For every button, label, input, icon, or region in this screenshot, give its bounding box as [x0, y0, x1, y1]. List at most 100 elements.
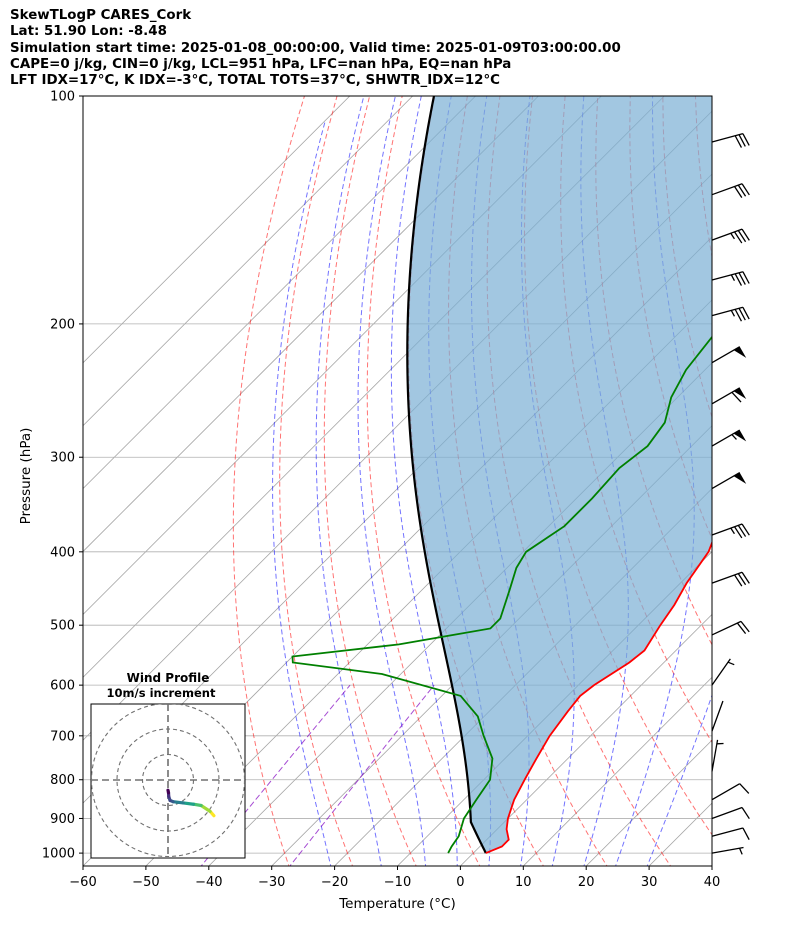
y-tick-label: 500 — [50, 619, 75, 634]
wind-barb — [711, 183, 750, 199]
barb-flag — [733, 472, 747, 484]
moist-adiabat — [646, 693, 712, 866]
y-tick-label: 100 — [50, 90, 75, 105]
barb-full — [738, 272, 746, 285]
wind-barb — [711, 271, 750, 286]
dry-adiabat — [279, 96, 354, 866]
barb-full — [734, 186, 743, 199]
time-line: Simulation start time: 2025-01-08_00:00:… — [10, 40, 621, 56]
barb-full — [741, 523, 750, 536]
x-tick-label: 40 — [704, 875, 721, 890]
cape-line: CAPE=0 j/kg, CIN=0 j/kg, LCL=951 hPa, LF… — [10, 56, 512, 72]
barb-flag — [733, 346, 747, 358]
wind-barb — [711, 387, 747, 405]
x-tick-label: −40 — [195, 875, 222, 890]
barb-staff — [711, 346, 741, 364]
mixing-ratio-line — [289, 684, 435, 866]
barb-full — [734, 309, 743, 322]
barb-full — [741, 807, 750, 820]
isotherm-line — [83, 96, 476, 490]
y-axis-label: Pressure (hPa) — [18, 428, 34, 525]
wind-barbs — [711, 133, 750, 855]
hodograph-segment — [171, 800, 185, 805]
x-tick-label: 10 — [515, 875, 532, 890]
barb-staff — [711, 429, 741, 447]
barb-full — [742, 827, 750, 841]
barb-staff — [711, 472, 741, 490]
barb-half — [730, 232, 735, 240]
barb-staff — [711, 806, 743, 820]
barb-full — [734, 273, 743, 286]
wind-barb — [711, 783, 750, 801]
barb-flag — [733, 430, 747, 442]
barb-staff — [711, 228, 743, 241]
hodograph-segment — [166, 788, 171, 795]
barb-staff — [711, 739, 719, 772]
barb-full — [737, 573, 747, 586]
x-tick-label: −30 — [258, 875, 285, 890]
barb-staff — [711, 271, 744, 281]
wind-barb — [711, 429, 747, 447]
cin-area — [407, 96, 712, 854]
y-tick-label: 800 — [50, 773, 75, 788]
x-tick-label: 20 — [578, 875, 595, 890]
wind-barb — [711, 739, 724, 772]
wind-barb — [711, 846, 744, 855]
barb-staff — [711, 620, 742, 636]
location-line: Lat: 51.90 Lon: -8.48 — [10, 24, 167, 40]
moist-adiabat — [357, 96, 427, 866]
x-tick-label: 0 — [456, 875, 464, 890]
wind-barb — [711, 523, 750, 539]
isotherm-line — [334, 488, 712, 866]
moist-adiabat — [272, 121, 332, 866]
y-tick-label: 300 — [50, 451, 75, 466]
wind-barb — [711, 228, 750, 244]
hodograph-segment — [181, 801, 196, 806]
barb-full — [741, 571, 750, 584]
barb-half — [730, 274, 736, 282]
barb-staff — [711, 783, 741, 801]
barb-staff — [711, 183, 743, 196]
barb-full — [736, 622, 747, 634]
barb-full — [731, 391, 742, 403]
barb-half — [730, 527, 735, 535]
wind-barb — [711, 658, 735, 686]
y-tick-label: 200 — [50, 317, 75, 332]
barb-full — [737, 230, 747, 243]
barb-full — [742, 271, 750, 284]
x-tick-label: −50 — [132, 875, 159, 890]
barb-full — [734, 574, 743, 587]
dry-adiabat — [323, 96, 417, 866]
y-tick-label: 1000 — [42, 847, 75, 862]
barb-half — [731, 434, 737, 440]
hodograph-subtitle: 10m/s increment — [107, 686, 216, 700]
barb-half — [730, 310, 736, 317]
parcel-line — [406, 96, 487, 854]
barb-full — [741, 228, 750, 241]
x-tick-label: 30 — [641, 875, 658, 890]
barb-full — [734, 231, 743, 244]
isotherm-line — [83, 96, 539, 553]
isotherm-line — [83, 96, 413, 427]
isotherm-line — [83, 96, 351, 364]
cin-shading — [407, 96, 712, 854]
barb-staff — [711, 523, 743, 536]
x-tick-label: −10 — [384, 875, 411, 890]
hodograph-segment — [199, 803, 212, 813]
barb-flag — [733, 387, 747, 400]
dry-adiabat — [366, 96, 481, 866]
wind-barb — [711, 133, 750, 148]
barb-staff — [711, 658, 731, 686]
moist-adiabat — [315, 96, 382, 866]
barb-staff — [711, 827, 744, 837]
barb-half — [738, 847, 743, 855]
barb-staff — [711, 846, 744, 854]
barb-full — [737, 184, 747, 197]
wind-barb — [711, 700, 724, 732]
isotherm-line — [522, 676, 712, 866]
y-tick-label: 400 — [50, 545, 75, 560]
barb-staff — [711, 133, 744, 143]
wind-barb — [711, 306, 750, 322]
barb-full — [738, 308, 746, 321]
